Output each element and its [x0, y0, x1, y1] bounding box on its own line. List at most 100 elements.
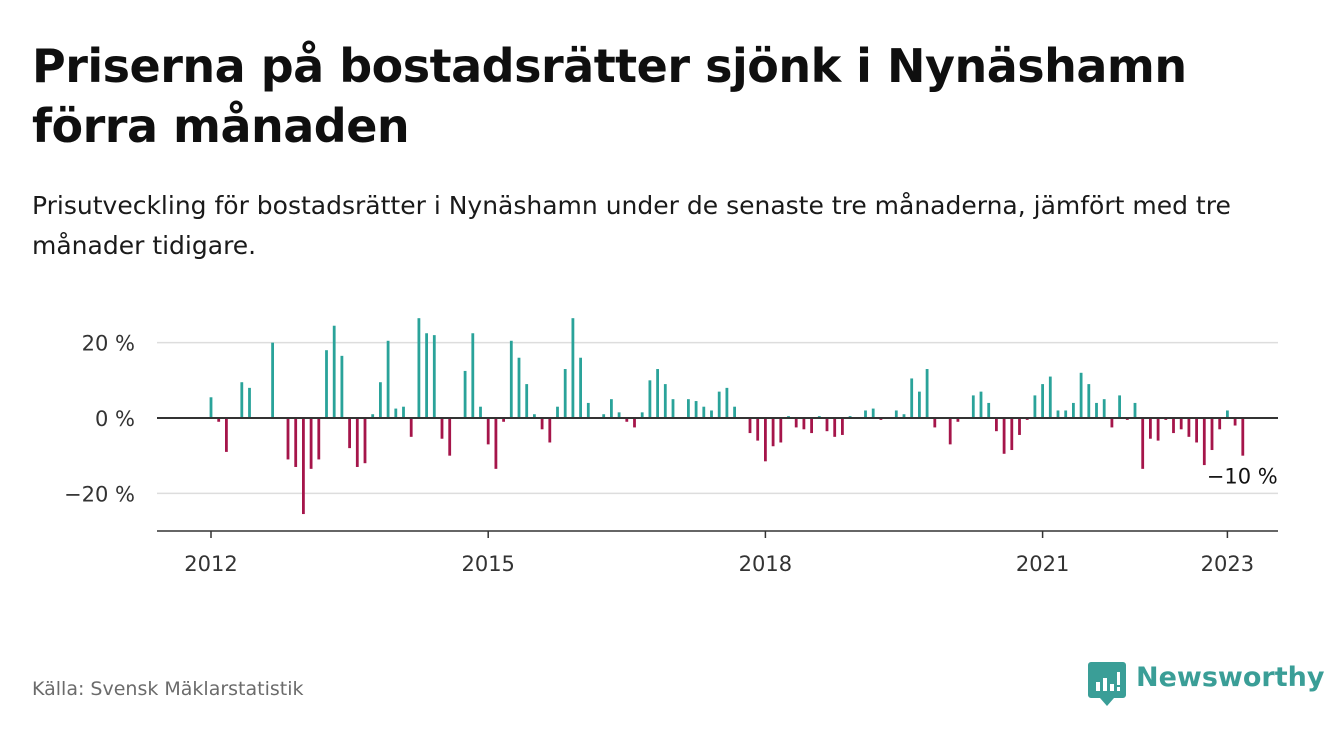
bar: [302, 418, 305, 515]
bar: [971, 395, 975, 418]
y-tick-label: 0 %: [95, 407, 135, 431]
bar: [394, 408, 398, 418]
bar: [733, 406, 736, 418]
bar: [1002, 418, 1006, 454]
bar: [610, 399, 613, 418]
bar: [1041, 384, 1044, 418]
chart-subtitle: Prisutveckling för bostadsrätter i Nynäs…: [32, 191, 1231, 260]
x-tick-label: 2018: [739, 552, 792, 576]
bar: [409, 418, 413, 437]
bar: [1010, 418, 1014, 451]
bar: [540, 418, 544, 430]
bar: [948, 418, 952, 445]
bar: [841, 418, 844, 435]
bar: [979, 391, 983, 418]
bar: [764, 418, 767, 462]
bar: [1210, 418, 1214, 451]
bar: [1156, 418, 1160, 441]
chart-bubble-icon: [1088, 662, 1126, 706]
bar: [756, 418, 760, 441]
bar: [1195, 418, 1198, 443]
bar: [371, 414, 375, 418]
annotations: −10 %: [1207, 465, 1278, 489]
x-tick-label: 2012: [184, 552, 237, 576]
bar: [871, 408, 875, 418]
bar: [702, 406, 706, 418]
bar: [617, 412, 621, 418]
y-tick-label: 20 %: [82, 332, 135, 356]
bar: [432, 335, 436, 418]
bar: [225, 418, 228, 452]
bar: [494, 418, 498, 469]
bar: [794, 418, 798, 428]
bar: [648, 380, 652, 418]
bar: [810, 418, 813, 434]
bar: [1079, 372, 1083, 418]
bar: [402, 406, 405, 418]
bar: [910, 378, 914, 418]
last-value-label: −10 %: [1207, 465, 1278, 489]
bar: [1133, 402, 1137, 418]
bar: [471, 333, 475, 418]
bar: [671, 399, 675, 418]
bar: [1118, 395, 1121, 418]
bar: [386, 340, 390, 418]
bar: [448, 418, 452, 456]
bar: [640, 412, 644, 418]
bar: [563, 369, 567, 418]
bar: [1187, 418, 1191, 437]
bar: [956, 418, 960, 422]
x-tick-label: 2015: [461, 552, 514, 576]
bar: [533, 414, 536, 418]
bar-chart: 20 % 0 % −20 % 2012 2015 2018 2021 2023 −10 %: [64, 318, 1278, 576]
bar: [687, 399, 690, 418]
x-axis: 2012 2015 2018 2021 2023: [157, 530, 1278, 576]
bar: [771, 418, 775, 447]
bar: [902, 414, 906, 418]
bar: [217, 418, 221, 422]
bar: [717, 391, 721, 418]
bar: [417, 318, 421, 418]
bar: [694, 401, 698, 418]
x-tick-label: 2023: [1201, 552, 1254, 576]
bar: [525, 384, 529, 418]
bar: [1102, 399, 1106, 418]
bar: [802, 418, 806, 430]
bar: [509, 340, 513, 418]
bar: [248, 387, 251, 418]
bar: [209, 397, 213, 418]
bar: [1056, 410, 1060, 418]
y-axis-labels: 20 % 0 % −20 %: [64, 332, 135, 507]
bar: [332, 325, 336, 418]
bar: [725, 387, 729, 418]
bar: [1141, 418, 1145, 469]
bar: [1226, 410, 1229, 418]
bar: [240, 382, 244, 418]
bar: [933, 418, 937, 428]
source-note: Källa: Svensk Mäklarstatistik: [32, 678, 304, 700]
bar: [633, 418, 636, 428]
bars: [209, 318, 1245, 515]
bar: [1072, 402, 1075, 418]
bar: [286, 418, 290, 460]
bar: [1110, 418, 1114, 428]
bar: [379, 382, 382, 418]
bar: [348, 418, 351, 449]
bar: [479, 406, 482, 418]
bar: [325, 350, 328, 418]
chart-title: Priserna på bostadsrätter sjönk i Nynäsh…: [32, 39, 1187, 153]
bar: [779, 418, 783, 443]
y-tick-label: −20 %: [64, 482, 135, 506]
bar: [355, 418, 359, 467]
bar: [656, 369, 659, 418]
bar: [425, 333, 428, 418]
bar: [517, 357, 521, 418]
bar: [1218, 418, 1222, 430]
bar: [440, 418, 444, 439]
bar: [317, 418, 321, 460]
bar: [1018, 418, 1021, 435]
bar: [710, 410, 713, 418]
bar: [602, 414, 606, 418]
bar: [271, 342, 274, 418]
bar: [825, 418, 829, 432]
